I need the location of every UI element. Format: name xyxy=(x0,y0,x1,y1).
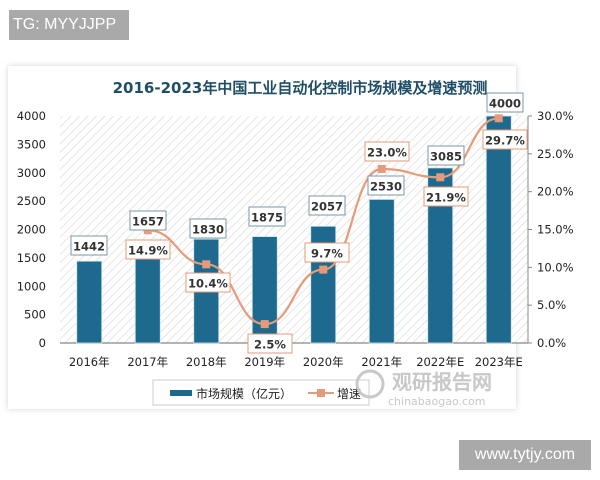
growth-marker xyxy=(494,114,503,123)
x-axis-tick: 2020年 xyxy=(303,355,344,369)
left-axis-tick: 1500 xyxy=(17,251,46,265)
right-axis-tick: 20.0% xyxy=(537,185,574,199)
growth-value-box xyxy=(364,141,410,162)
bar xyxy=(134,248,161,344)
growth-marker xyxy=(260,320,269,329)
legend-label-line: 增速 xyxy=(337,387,361,401)
bar-value-box xyxy=(189,218,227,239)
growth-value-box xyxy=(247,333,293,354)
x-axis-tick: 2021年 xyxy=(361,355,402,369)
left-axis-tick: 2000 xyxy=(17,223,46,237)
x-axis-tick: 2023年E xyxy=(475,355,523,369)
bar xyxy=(485,115,512,344)
x-axis-tick: 2016年 xyxy=(69,355,110,369)
growth-value-label: 23.0% xyxy=(367,146,407,160)
bar-value-label: 1830 xyxy=(192,223,224,237)
left-axis-tick: 3500 xyxy=(17,137,46,151)
bar-value-box xyxy=(129,210,167,231)
left-axis-tick: 500 xyxy=(24,308,46,322)
bar-value-box xyxy=(486,92,524,113)
bar-value-label: 4000 xyxy=(489,97,521,111)
bar-value-box xyxy=(70,235,108,256)
right-axis-tick: 0.0% xyxy=(537,336,566,350)
bar-value-label: 2530 xyxy=(370,180,402,194)
bar xyxy=(368,199,395,344)
growth-marker xyxy=(202,260,211,269)
brand-watermark-cn: 观研报告网 xyxy=(392,370,492,394)
x-axis-tick: 2019年 xyxy=(244,355,285,369)
x-axis-tick: 2018年 xyxy=(186,355,227,369)
growth-marker xyxy=(319,265,328,274)
bar-value-label: 1657 xyxy=(132,215,164,229)
top-left-tag: TG: MYYJJPP xyxy=(9,10,129,40)
brand-watermark-url: chinabaogao.com xyxy=(388,395,486,408)
right-axis-tick: 10.0% xyxy=(537,260,574,274)
right-axis-tick: 15.0% xyxy=(537,223,574,237)
bar-value-label: 2057 xyxy=(311,200,343,214)
growth-value-label: 21.9% xyxy=(426,191,466,205)
bottom-right-watermark: www.tytjy.com xyxy=(459,440,591,470)
growth-value-label: 10.4% xyxy=(188,277,228,291)
right-axis-tick: 25.0% xyxy=(537,147,574,161)
brand-logo-icon xyxy=(355,369,385,399)
bar-value-label: 3085 xyxy=(430,150,462,164)
bar-value-box xyxy=(367,175,405,196)
growth-value-box xyxy=(125,239,171,260)
left-axis-tick: 2500 xyxy=(17,194,46,208)
bar-value-box xyxy=(427,145,465,166)
bar-value-box xyxy=(308,195,346,216)
bar-value-label: 1875 xyxy=(251,211,283,225)
growth-marker xyxy=(377,164,386,173)
growth-value-box xyxy=(304,242,350,263)
growth-value-box xyxy=(423,186,469,207)
growth-value-label: 9.7% xyxy=(311,247,343,261)
left-axis-tick: 3000 xyxy=(17,166,46,180)
legend-label-bars: 市场规模（亿元） xyxy=(196,386,292,401)
left-axis-tick: 0 xyxy=(39,336,46,350)
legend-bar-swatch xyxy=(170,390,192,396)
right-axis-tick: 30.0% xyxy=(537,109,574,123)
bar-value-box xyxy=(248,206,286,227)
growth-value-box xyxy=(185,272,231,293)
chart-title: 2016-2023年中国工业自动化控制市场规模及增速预测 xyxy=(113,79,488,97)
x-axis-tick: 2022年E xyxy=(416,355,464,369)
growth-value-label: 14.9% xyxy=(128,244,168,258)
growth-value-label: 29.7% xyxy=(485,134,525,148)
bar xyxy=(76,260,103,344)
x-axis-tick: 2017年 xyxy=(127,355,168,369)
growth-value-label: 2.5% xyxy=(254,338,286,352)
right-axis-tick: 5.0% xyxy=(537,298,566,312)
growth-marker xyxy=(436,173,445,182)
left-axis-tick: 4000 xyxy=(17,109,46,123)
legend-line-marker xyxy=(317,389,325,397)
left-axis-tick: 1000 xyxy=(17,279,46,293)
growth-value-box xyxy=(482,129,528,150)
bar-value-label: 1442 xyxy=(73,240,105,254)
